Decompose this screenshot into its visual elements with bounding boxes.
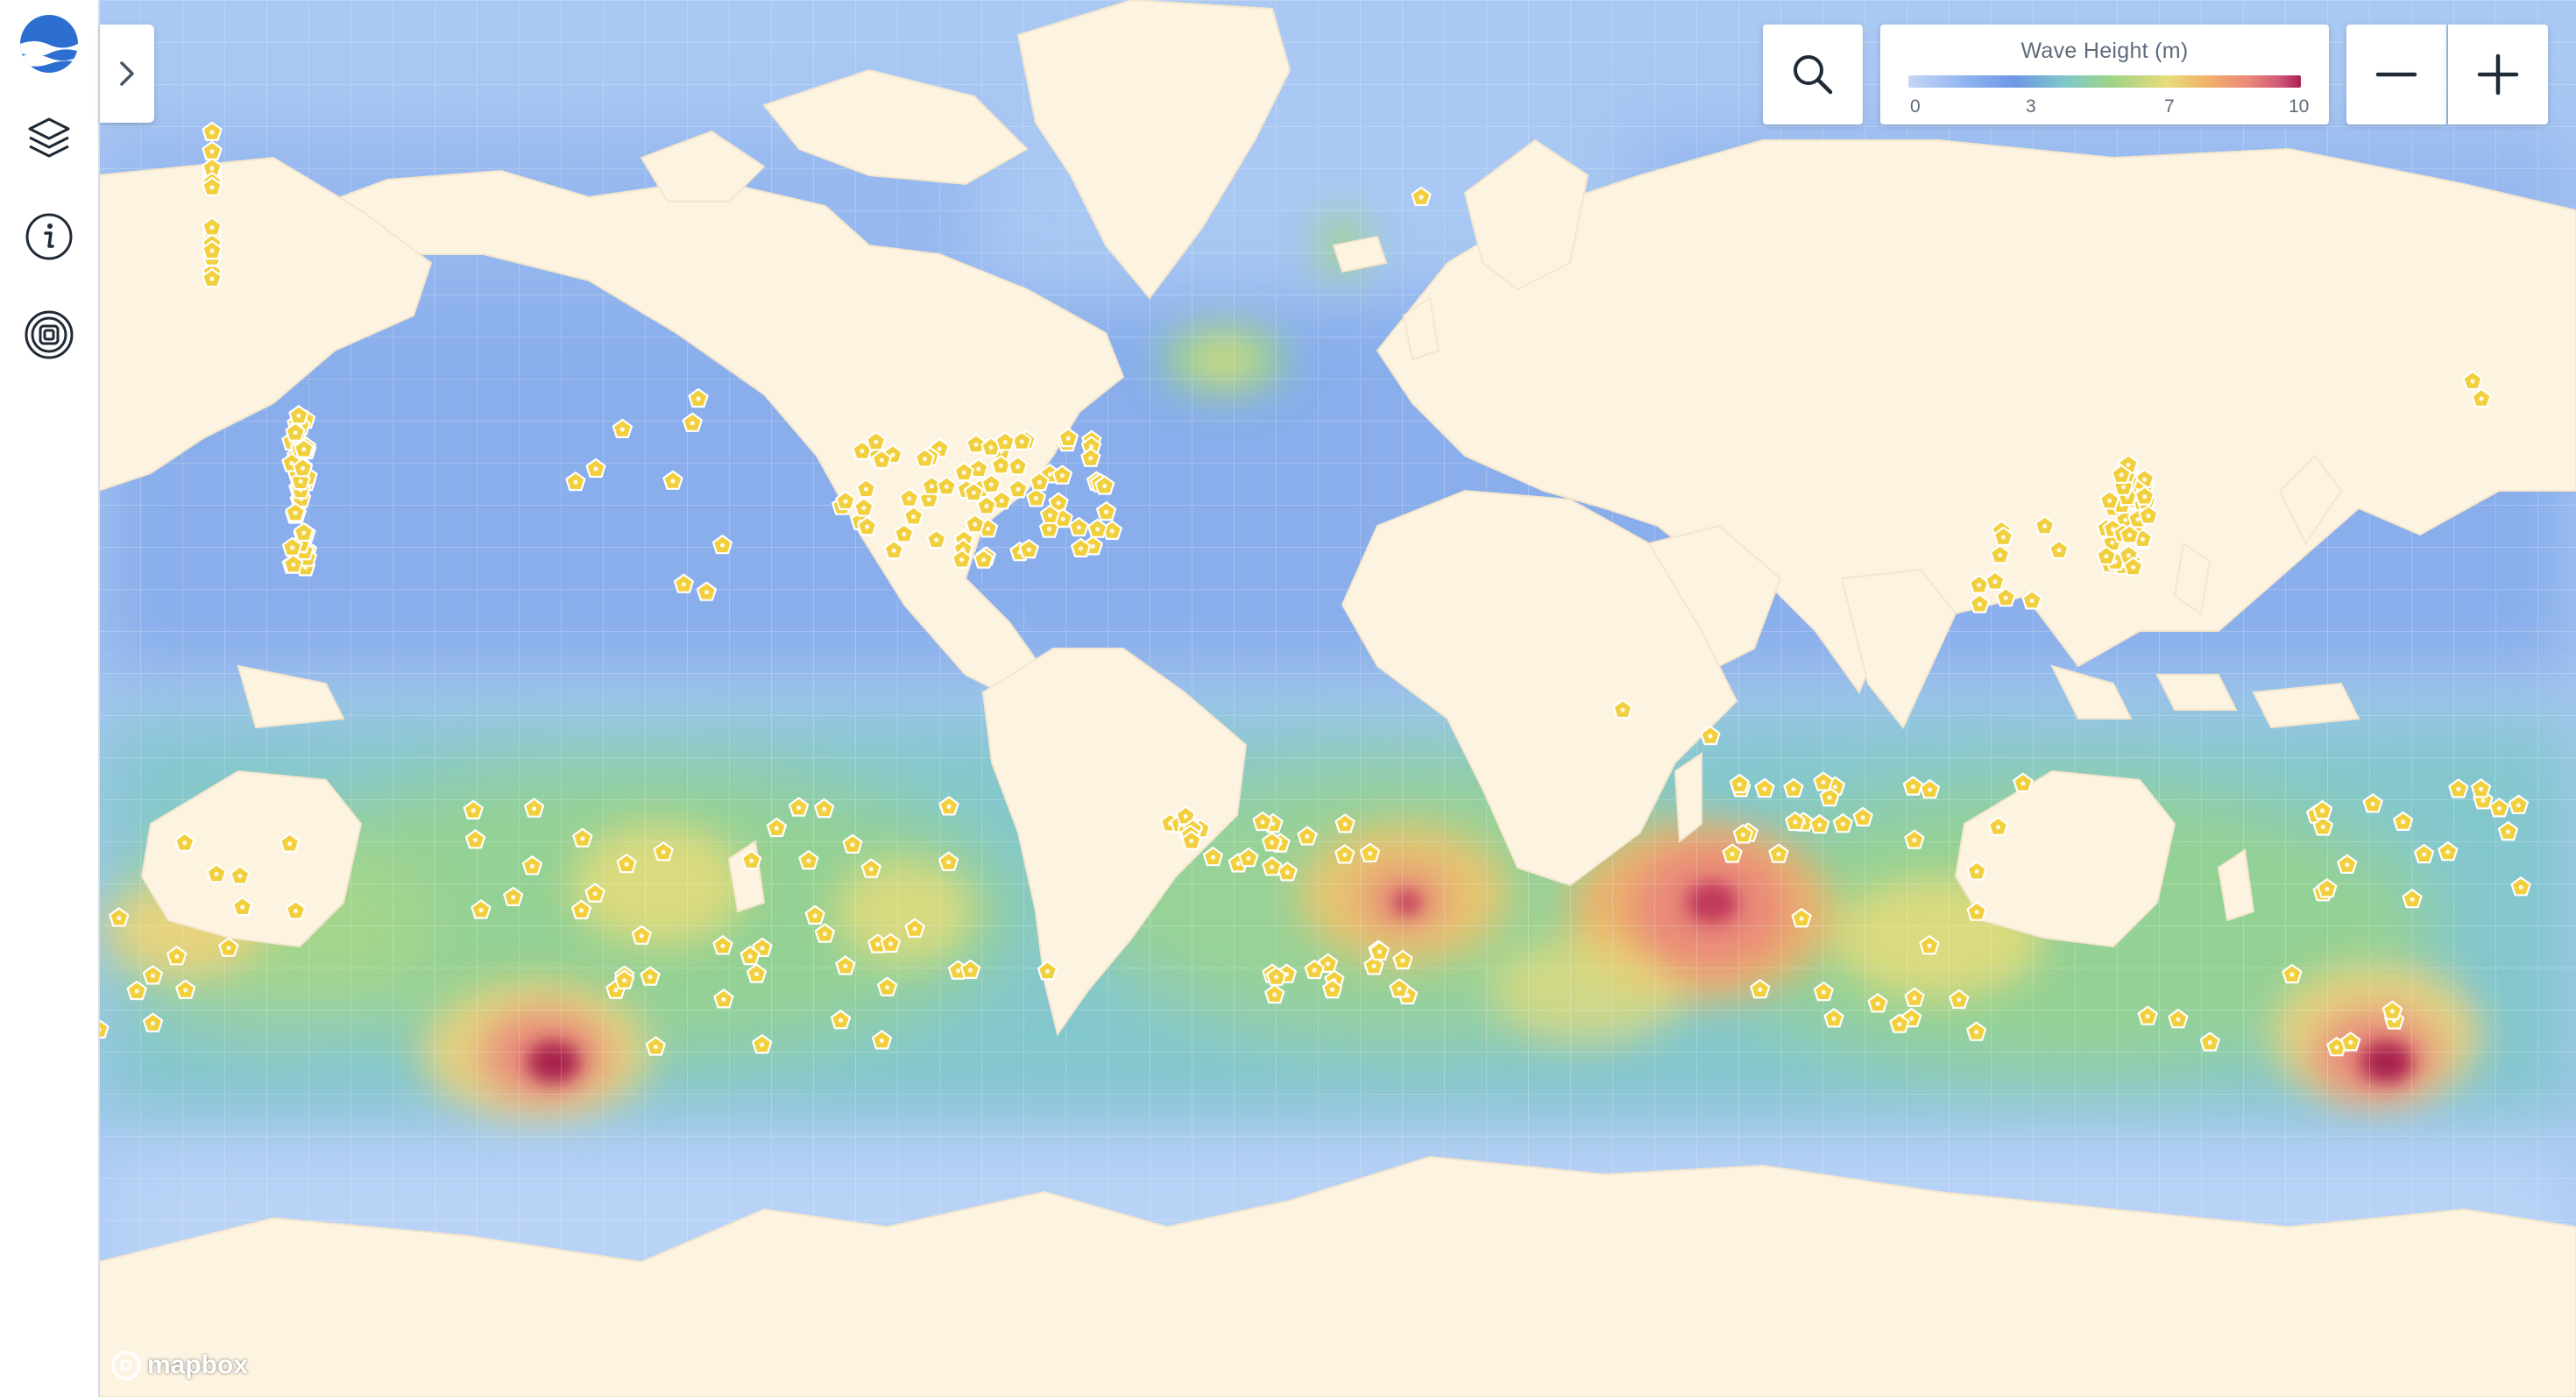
info-icon: [24, 211, 74, 262]
legend-label-min: 0: [1910, 96, 1921, 117]
wave-height-legend: Wave Height (m) 0 3 7 10: [1880, 25, 2329, 124]
target-button[interactable]: [14, 300, 84, 370]
legend-title: Wave Height (m): [1880, 39, 2329, 64]
globe-logo-icon: [18, 13, 80, 74]
minus-icon: [2374, 53, 2418, 96]
map-view[interactable]: [98, 0, 2576, 1397]
attribution-text: mapbox: [147, 1351, 248, 1380]
info-button[interactable]: [14, 202, 84, 272]
layers-button[interactable]: [14, 103, 84, 174]
mapbox-logo-icon: [110, 1350, 142, 1381]
sidebar: [0, 0, 100, 1397]
legend-label-low: 3: [2026, 96, 2036, 117]
legend-color-scale: [1908, 75, 2301, 88]
app-logo[interactable]: [0, 0, 98, 88]
legend-label-max: 10: [2289, 96, 2309, 117]
mapbox-attribution[interactable]: mapbox: [110, 1346, 248, 1385]
chevron-right-icon: [115, 59, 139, 89]
search-icon: [1789, 51, 1836, 98]
legend-ticks: [1908, 88, 2301, 98]
expand-panel-button[interactable]: [100, 25, 154, 123]
map-canvas[interactable]: [98, 0, 2576, 1397]
zoom-in-button[interactable]: [2448, 25, 2548, 124]
legend-label-high: 7: [2164, 96, 2175, 117]
plus-icon: [2476, 53, 2520, 96]
zoom-out-button[interactable]: [2346, 25, 2446, 124]
search-button[interactable]: [1763, 25, 1863, 124]
layers-icon: [25, 114, 74, 163]
target-icon: [23, 308, 75, 361]
